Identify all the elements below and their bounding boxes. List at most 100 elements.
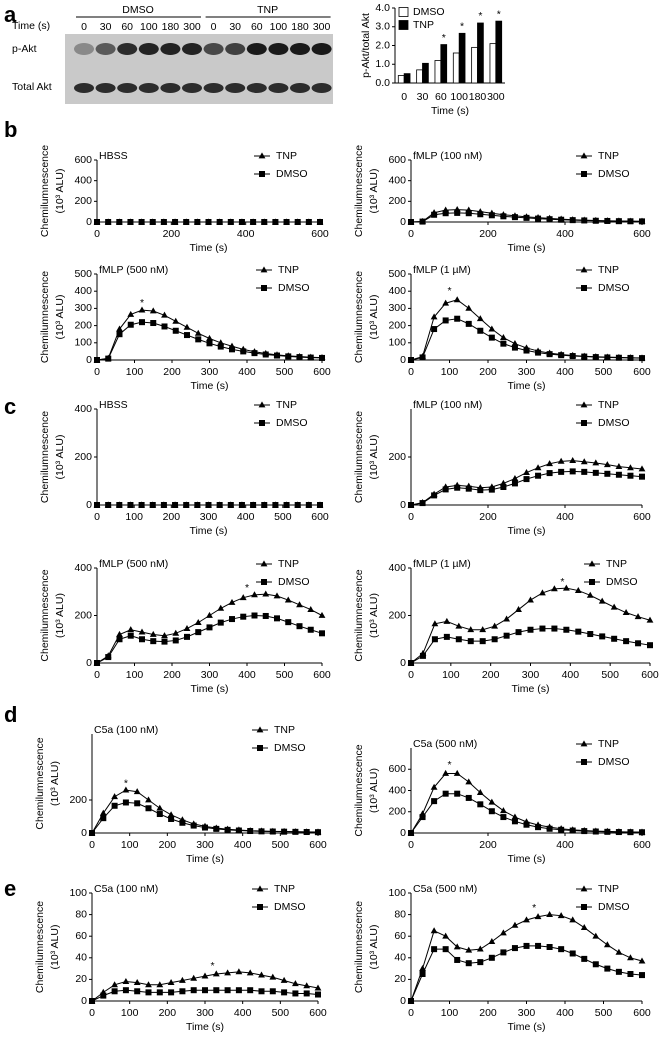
marker xyxy=(479,626,487,633)
y-tick-label: 400 xyxy=(74,285,92,297)
marker xyxy=(269,988,276,995)
x-tick-label: 600 xyxy=(641,669,659,681)
marker xyxy=(511,214,518,221)
marker xyxy=(454,315,461,322)
blot-band xyxy=(203,83,224,93)
marker xyxy=(500,814,507,821)
marker xyxy=(238,502,245,508)
marker xyxy=(205,502,212,508)
blot-band xyxy=(182,83,202,93)
y-tick-label: 300 xyxy=(388,302,406,314)
marker xyxy=(216,219,223,225)
marker xyxy=(229,346,235,353)
marker xyxy=(172,502,179,508)
marker xyxy=(319,354,325,361)
marker xyxy=(408,357,414,363)
y-axis-label: Chemilumnescence xyxy=(353,411,365,503)
marker xyxy=(160,219,167,225)
marker xyxy=(116,219,123,225)
marker xyxy=(261,219,268,225)
blot-lane-label: 60 xyxy=(251,21,263,33)
y-axis-label: Chemilumnescence xyxy=(353,271,365,363)
marker xyxy=(442,932,450,939)
marker xyxy=(453,769,461,776)
marker xyxy=(227,219,234,225)
marker xyxy=(465,778,473,785)
marker xyxy=(580,885,588,892)
marker xyxy=(285,353,292,360)
marker xyxy=(294,219,301,225)
marker xyxy=(615,463,623,469)
x-tick-label: 600 xyxy=(633,366,651,378)
y-tick-label: 200 xyxy=(388,609,406,621)
marker xyxy=(431,326,438,333)
y-tick-label: 200 xyxy=(388,319,406,331)
marker xyxy=(546,944,553,950)
y-tick-label: 500 xyxy=(74,268,92,280)
y-tick-label: 60 xyxy=(394,930,406,942)
marker xyxy=(274,352,280,359)
x-tick-label: 100 xyxy=(126,669,144,681)
series-line xyxy=(410,628,651,664)
legend-label: DMSO xyxy=(278,282,310,294)
marker xyxy=(260,560,268,567)
x-tick-label: 0 xyxy=(89,1007,95,1019)
x-tick-label: 180 xyxy=(469,91,487,103)
marker xyxy=(476,315,484,322)
marker xyxy=(251,612,258,619)
marker xyxy=(307,626,314,633)
marker xyxy=(546,470,553,477)
x-tick-label: 300 xyxy=(518,1007,536,1019)
marker xyxy=(503,632,510,639)
marker xyxy=(184,633,190,640)
y-tick-label: 80 xyxy=(394,908,406,920)
marker xyxy=(535,349,542,356)
marker xyxy=(206,611,213,618)
legend-label: TNP xyxy=(606,558,627,570)
x-tick-label: 300 xyxy=(201,669,219,681)
marker xyxy=(430,783,438,790)
y-axis-label: Chemilumnescence xyxy=(34,737,46,829)
annotation: * xyxy=(245,582,249,594)
marker xyxy=(408,660,414,666)
marker xyxy=(212,970,220,977)
marker xyxy=(303,982,311,989)
marker xyxy=(134,800,141,807)
x-tick-label: 500 xyxy=(595,366,613,378)
marker xyxy=(261,285,267,291)
marker xyxy=(610,603,618,610)
blot-lane-label: 60 xyxy=(121,21,133,33)
marker xyxy=(581,285,587,291)
y-axis-label: Chemilumnescence xyxy=(39,569,51,661)
marker xyxy=(172,327,179,334)
legend-label: TNP xyxy=(598,264,619,276)
x-axis-label: Time (s) xyxy=(507,525,545,537)
marker xyxy=(454,956,461,963)
marker xyxy=(206,340,213,347)
marker xyxy=(319,630,325,637)
marker xyxy=(453,296,461,303)
marker xyxy=(251,350,258,357)
y-tick-label: 20 xyxy=(394,973,406,985)
marker xyxy=(639,829,645,836)
marker xyxy=(615,829,622,836)
marker xyxy=(179,976,186,983)
marker xyxy=(491,636,498,643)
x-tick-label: 400 xyxy=(238,669,256,681)
marker xyxy=(558,216,565,223)
marker xyxy=(515,629,522,636)
blot-lane-label: 300 xyxy=(183,21,201,33)
marker xyxy=(194,502,201,508)
x-tick-label: 0 xyxy=(408,669,414,681)
x-tick-label: 500 xyxy=(595,1007,613,1019)
marker xyxy=(627,354,634,361)
marker xyxy=(523,469,530,475)
bar xyxy=(471,46,478,84)
y-tick-label: 400 xyxy=(74,403,92,415)
x-tick-label: 600 xyxy=(633,228,651,240)
marker xyxy=(443,633,450,640)
y-tick-label: 400 xyxy=(388,285,406,297)
marker xyxy=(580,401,588,408)
marker xyxy=(105,654,112,661)
